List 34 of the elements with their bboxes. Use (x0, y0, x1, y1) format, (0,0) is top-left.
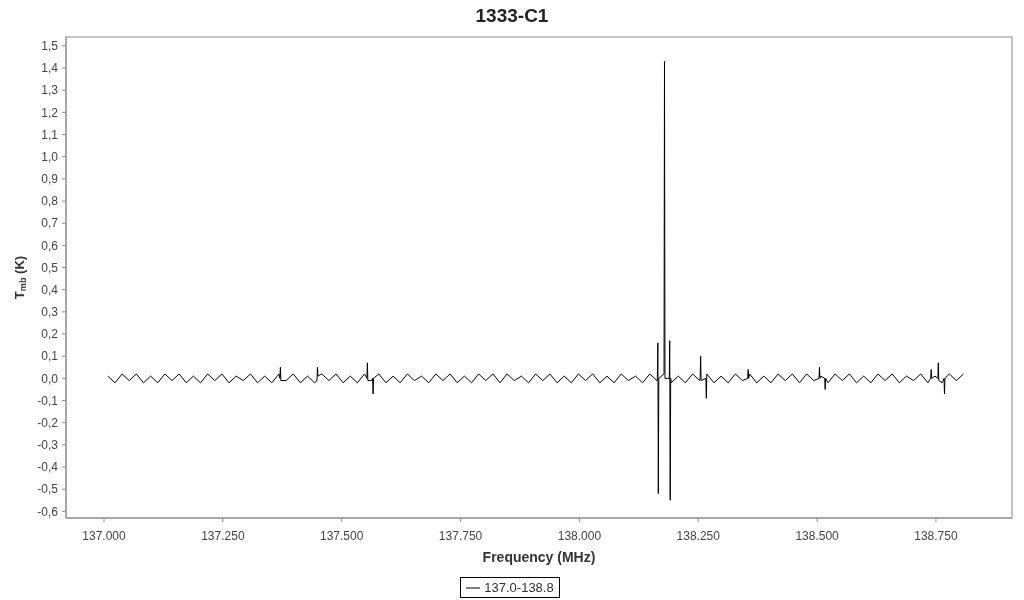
x-tick-label: 138.000 (557, 528, 602, 543)
y-tick-label: 1,4 (41, 61, 59, 76)
x-tick-label: 137.750 (438, 528, 483, 543)
x-tick-label: 138.500 (795, 528, 840, 543)
y-tick-label: 0,9 (41, 172, 59, 187)
x-tick-label: 138.250 (676, 528, 721, 543)
y-tick-label: 0,2 (41, 327, 59, 342)
legend-label: 137.0-138.8 (484, 580, 554, 595)
x-tick-label: 137.250 (201, 528, 245, 543)
chart-title: 1333-C1 (474, 5, 550, 27)
x-tick-label: 138.750 (914, 528, 958, 543)
y-tick-label: 0,1 (41, 349, 59, 364)
x-axis-title: Frequency (MHz) (482, 549, 596, 565)
x-tick-label: 137.500 (320, 528, 364, 543)
x-tick-label: 137.000 (82, 528, 127, 543)
y-tick-label: 0,6 (41, 238, 59, 253)
y-tick-label: -0,3 (37, 438, 59, 453)
y-tick-label: -0,2 (37, 415, 59, 430)
y-tick-label: 1,2 (41, 105, 59, 120)
y-tick-label: 0,3 (41, 305, 59, 320)
y-tick-label: 0,0 (41, 371, 59, 386)
y-tick-label: 1,3 (41, 83, 59, 98)
y-tick-label: -0,1 (37, 393, 59, 408)
line-series (107, 60, 965, 501)
y-tick-label: 0,4 (41, 282, 59, 297)
y-tick-label: 1,0 (41, 149, 59, 164)
y-tick-label: 1,5 (41, 39, 59, 54)
y-tick-label: 0,5 (41, 260, 59, 275)
y-tick-label: 1,1 (41, 127, 59, 142)
y-tick-label: 0,8 (41, 194, 59, 209)
y-tick-label: -0,4 (37, 460, 59, 475)
y-tick-label: -0,6 (37, 504, 59, 519)
y-tick-label: 0,7 (41, 216, 59, 231)
y-tick-label: -0,5 (37, 482, 59, 497)
